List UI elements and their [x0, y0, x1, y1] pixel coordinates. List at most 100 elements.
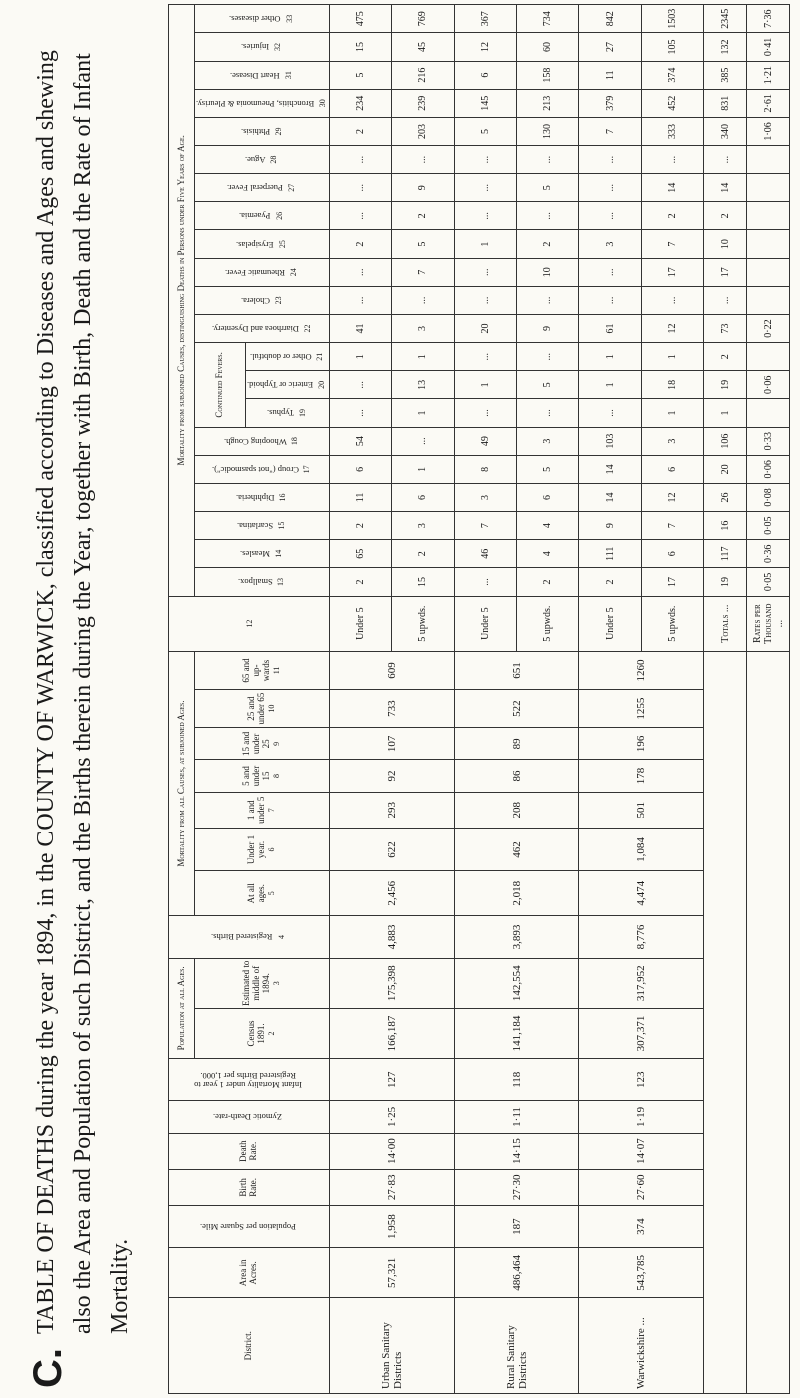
cause-value: 6	[329, 455, 392, 484]
cause-header-label: Erysipelas.	[236, 239, 274, 250]
rates-value	[746, 342, 790, 371]
district-name: Urban Sanitary Districts	[329, 1297, 455, 1394]
cause-header: Cholera. 23	[194, 286, 330, 315]
cause-header-label: Measles.	[240, 549, 271, 560]
cause-value: 5	[391, 229, 455, 259]
cause-value: 452	[641, 89, 704, 118]
cause-value: 1	[391, 342, 455, 371]
age-label: Under 5	[329, 596, 392, 652]
age-header-number: 7	[267, 808, 277, 813]
cause-value: 216	[391, 61, 455, 90]
rates-value: 0·41	[746, 32, 790, 62]
rates-value	[746, 286, 790, 315]
cause-value: ...	[578, 173, 642, 202]
cause-value: 842	[578, 4, 642, 33]
population-group: Population at all Ages.	[168, 958, 195, 1059]
age-label: Under 5	[578, 596, 642, 652]
cause-value: 5	[329, 61, 392, 90]
age-header: 5 and under 15 8	[194, 759, 330, 793]
totals-value: 14	[703, 173, 747, 202]
age-header-label: 25 and under 65	[245, 692, 266, 725]
district-value: 142,554	[454, 958, 579, 1009]
rates-value	[746, 229, 790, 259]
district-value: 622	[329, 828, 455, 871]
infant-mortality-header-label: Infant Mortality under 1 year to Registe…	[193, 1070, 302, 1090]
population-header-label: Census 1891.	[245, 1020, 266, 1047]
cause-header-label: Bronchitis, Pneumonia & Pleurisy.	[196, 98, 315, 109]
age-header-number: 5	[267, 891, 277, 896]
cause-value: 54	[329, 427, 392, 456]
cause-value: 17	[641, 258, 704, 287]
cause-header: Whooping Cough. 18	[194, 427, 330, 456]
cause-value: 2	[329, 117, 392, 146]
cause-header-number: 27	[286, 183, 296, 192]
district-value: 118	[454, 1058, 579, 1101]
cause-value: ...	[391, 427, 455, 456]
totals-value: 20	[703, 455, 747, 484]
cause-value: 14	[578, 455, 642, 484]
cause-header-label: Smallpox.	[237, 577, 273, 588]
cause-value: 1	[329, 342, 392, 371]
cause-value: 234	[329, 89, 392, 118]
cause-value: 1	[641, 342, 704, 371]
rates-value	[746, 258, 790, 287]
cause-header: Other or doubtful. 21	[245, 342, 330, 371]
cause-header: Phthisis. 29	[194, 117, 330, 146]
cause-header-label: Injuries.	[241, 42, 270, 53]
cause-value: 3	[454, 483, 517, 512]
rates-value: 0·36	[746, 539, 790, 568]
cause-value: 7	[641, 229, 704, 259]
cause-header-number: 26	[274, 211, 284, 220]
rates-value	[746, 201, 790, 230]
cause-value: 17	[641, 567, 704, 597]
cause-header-number: 20	[317, 380, 327, 389]
cause-value: 5	[516, 455, 579, 484]
zymotic-header: Zymotic Death-rate.	[168, 1100, 330, 1134]
age-group-header: 12	[168, 596, 330, 652]
totals-value: 2	[703, 201, 747, 230]
cause-value: 1	[454, 229, 517, 259]
cause-value: 9	[391, 173, 455, 202]
cause-value: ...	[641, 286, 704, 315]
district-value: 3,893	[454, 915, 579, 959]
cause-value: 379	[578, 89, 642, 118]
district-value: 89	[454, 727, 579, 760]
district-value: 1260	[578, 651, 704, 690]
rates-value	[746, 145, 790, 174]
cause-value: ...	[516, 201, 579, 230]
district-value: 14·07	[578, 1133, 704, 1170]
zymotic-header-label: Zymotic Death-rate.	[213, 1112, 282, 1123]
cause-header-number: 24	[288, 268, 298, 277]
rates-value: 7·36	[746, 4, 790, 33]
district-value: 27·60	[578, 1169, 704, 1206]
totals-value: 1	[703, 398, 747, 428]
cause-header-number: 22	[302, 324, 312, 333]
cause-value: 7	[578, 117, 642, 146]
cause-value: 333	[641, 117, 704, 146]
district-value: 2,456	[329, 870, 455, 916]
cause-value: 3	[516, 427, 579, 456]
cause-header: Pyaemia. 26	[194, 201, 330, 230]
district-value: 1255	[578, 689, 704, 728]
cause-header-number: 32	[273, 42, 283, 51]
cause-value: ...	[329, 173, 392, 202]
fevers-group: Continued Fevers.	[194, 342, 246, 428]
cause-value: 15	[391, 567, 455, 597]
cause-value: 1	[391, 398, 455, 428]
district-value: 178	[578, 759, 704, 793]
district-value: 27·83	[329, 1169, 455, 1206]
rates-value: 0·08	[746, 483, 790, 512]
district-value: 1,084	[578, 828, 704, 871]
cause-value: 6	[391, 483, 455, 512]
age-header-number: 8	[272, 774, 282, 779]
district-value: 317,952	[578, 958, 704, 1009]
district-value: 501	[578, 792, 704, 829]
cause-value: 7	[454, 511, 517, 540]
cause-value: ...	[516, 398, 579, 428]
rates-row: Rates per Thousand ... 0·05 0·36 0·05 0·08 0·…	[746, 4, 790, 1394]
blank-cell	[746, 651, 790, 1394]
infant-mortality-header: Infant Mortality under 1 year to Registe…	[168, 1058, 330, 1101]
header-row: District. Area in Acres. Population per Sq…	[168, 4, 330, 1394]
age-header-label: 1 and under 5	[245, 796, 266, 824]
